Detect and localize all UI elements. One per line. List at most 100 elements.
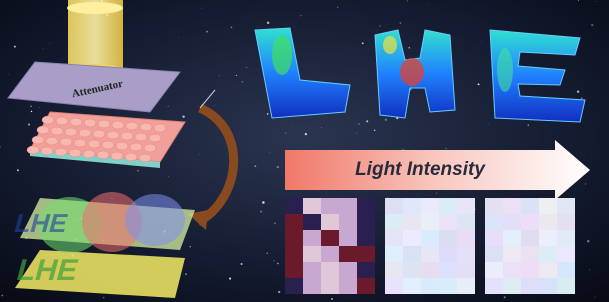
pixel — [439, 246, 457, 262]
star — [587, 240, 589, 242]
pixel — [339, 230, 357, 246]
pixel — [557, 278, 575, 294]
pixel — [403, 278, 421, 294]
star — [178, 37, 179, 38]
star — [30, 106, 31, 107]
star — [199, 154, 200, 155]
pixel — [439, 278, 457, 294]
bump — [97, 151, 109, 159]
star — [362, 42, 364, 44]
pixel — [285, 198, 303, 214]
page: Attenuator LHE LHE Light Intensity (() =… — [0, 0, 609, 302]
bump — [41, 147, 53, 155]
star — [267, 253, 268, 254]
surface-l-peak — [272, 35, 292, 75]
bump — [27, 146, 39, 154]
star — [254, 165, 256, 167]
star — [331, 298, 333, 300]
star — [201, 8, 202, 9]
star — [591, 24, 593, 26]
pixel — [357, 198, 375, 214]
bump — [111, 152, 123, 160]
pixel — [521, 230, 539, 246]
pixel — [285, 230, 303, 246]
pixel — [357, 230, 375, 246]
star — [190, 246, 191, 247]
star — [262, 201, 265, 204]
star — [429, 4, 430, 5]
pixel — [303, 278, 321, 294]
pixel — [321, 278, 339, 294]
pixel — [439, 230, 457, 246]
pixel — [557, 198, 575, 214]
star — [214, 105, 215, 106]
star — [246, 67, 247, 68]
star — [8, 74, 9, 75]
pixel — [485, 198, 503, 214]
pixel — [357, 262, 375, 278]
bump — [116, 142, 128, 150]
pixel — [421, 230, 439, 246]
pixel — [339, 246, 357, 262]
pixel — [539, 230, 557, 246]
star — [321, 127, 322, 128]
pixel — [321, 230, 339, 246]
pixel — [385, 246, 403, 262]
pixel — [557, 214, 575, 230]
bump — [60, 138, 72, 146]
star — [337, 7, 338, 8]
star — [436, 193, 437, 194]
star — [577, 91, 579, 93]
pixel — [539, 246, 557, 262]
star — [489, 124, 490, 125]
pixel — [385, 278, 403, 294]
bump — [37, 126, 49, 134]
star — [278, 291, 280, 293]
beam-top — [67, 2, 123, 14]
pixel — [521, 262, 539, 278]
pixel — [457, 198, 475, 214]
pixel — [539, 278, 557, 294]
pixel — [385, 198, 403, 214]
pixel — [285, 246, 303, 262]
bump — [135, 133, 147, 141]
bump — [56, 117, 68, 125]
pixel — [485, 246, 503, 262]
star — [229, 278, 231, 280]
pixel — [557, 262, 575, 278]
pixel — [503, 230, 521, 246]
bump — [65, 128, 77, 136]
star — [31, 111, 32, 112]
pixel — [403, 262, 421, 278]
pixel — [303, 246, 321, 262]
bump — [107, 131, 119, 139]
pixel — [421, 246, 439, 262]
pixel — [439, 198, 457, 214]
pixel — [339, 214, 357, 230]
bump — [130, 143, 142, 151]
pixel — [557, 246, 575, 262]
star — [28, 124, 30, 126]
bump — [98, 120, 110, 128]
star — [49, 43, 50, 44]
bump — [32, 136, 44, 144]
bump — [69, 149, 81, 157]
bump — [149, 134, 161, 142]
star — [478, 83, 480, 85]
star — [305, 133, 307, 135]
bump — [126, 122, 138, 130]
pixel — [503, 246, 521, 262]
pixel — [421, 278, 439, 294]
star — [581, 97, 582, 98]
bump — [112, 121, 124, 129]
star — [408, 47, 410, 49]
star — [374, 130, 375, 131]
pixel — [385, 214, 403, 230]
pixel — [321, 262, 339, 278]
bump — [70, 118, 82, 126]
arrow-label: Light Intensity — [355, 159, 486, 180]
bump — [46, 137, 58, 145]
bump — [125, 153, 137, 161]
star — [277, 166, 279, 168]
pixel — [503, 278, 521, 294]
